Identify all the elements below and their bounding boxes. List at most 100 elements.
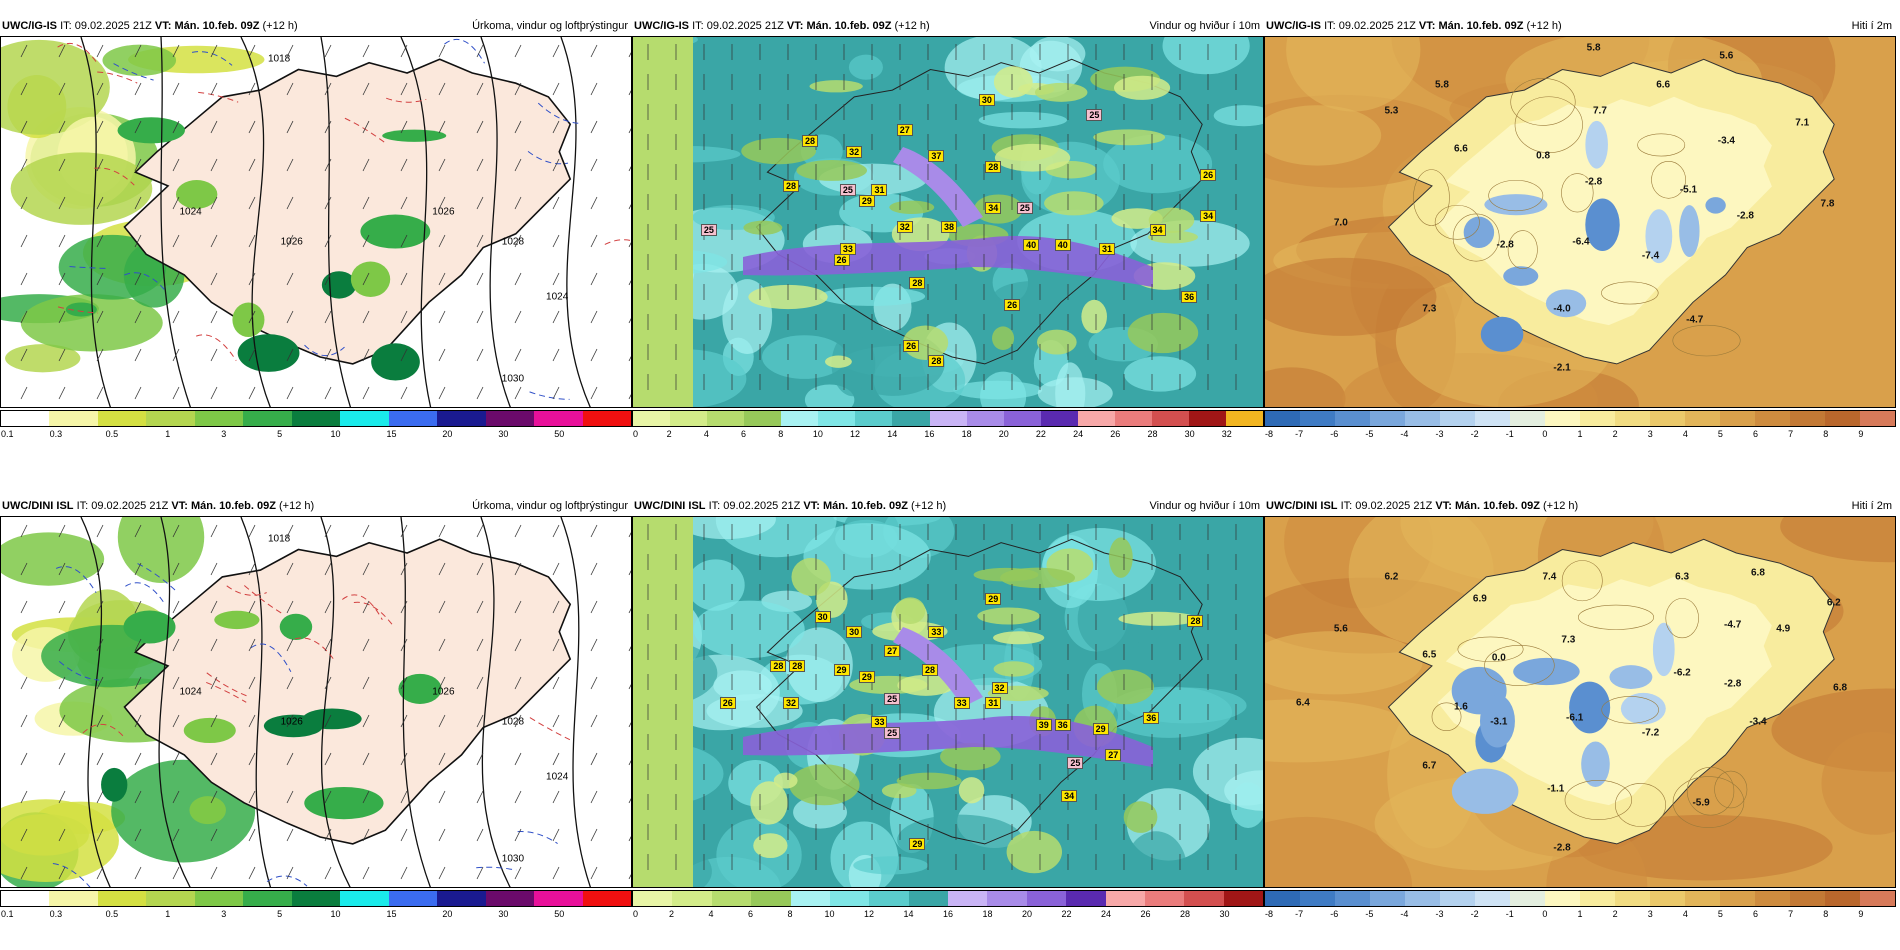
wind-barb [210,524,218,538]
wind-barb [286,158,294,172]
wind-speed-area [1096,669,1154,705]
vt-value: Mán. 10.feb. 09Z [174,20,260,32]
isobar [80,517,111,887]
wind-barb [324,44,332,58]
wind-barb [438,562,446,576]
colorbar-tick: 0.5 [105,909,119,919]
temperature-label: 0.0 [1491,652,1506,664]
run-info: UWC/IG-IS IT: 09.02.2025 21Z VT: Mán. 10… [1266,16,1562,36]
isobar [400,37,432,407]
colorbar-ticks: -8 -7 -6 -5 -4 -3 -2 -1 0 1 2 3 4 5 6 7 8 9 [1264,909,1896,923]
colorbar-swatch [1370,411,1405,426]
isotherm [1686,767,1735,816]
gust-label: 27 [1105,749,1122,762]
temperature-label: -1.1 [1547,783,1565,795]
panel-header: UWC/DINI ISL IT: 09.02.2025 21Z VT: Mán.… [632,496,1264,516]
lead-time: (+12 h) [911,500,947,512]
wind-barb [286,120,294,134]
wind-barb [362,600,370,614]
wind-barb [248,562,256,576]
isotherm [1514,96,1583,154]
colorbar-swatch [711,891,752,906]
precip-area [304,786,384,820]
isobar [320,37,352,407]
wind-speed-area [977,607,1040,625]
colorbar-tick: -7 [1295,909,1304,919]
precip-area [1,532,105,586]
wind-speed-area [762,335,847,379]
wind-speed-area [1093,129,1166,146]
wind-barb [476,524,484,538]
colorbar-tick: 18 [982,909,993,919]
colorbar-swatch [97,411,147,426]
colorbar: 0 2 4 6 8 10 12 14 16 18 20 22 24 26 28 30 [632,890,1264,928]
wind-barb [590,348,598,362]
wind-barb [58,790,66,804]
colorbar-tick: 1 [1577,909,1583,919]
isobar [80,37,112,407]
colorbar-swatch [485,891,535,906]
map-canvas [1,517,631,887]
cold-area [1479,694,1515,748]
colorbar-tick: 2 [1612,909,1618,919]
colorbar-tick: 28 [1147,429,1158,439]
wind-barb [20,638,28,652]
wind-barb [58,638,66,652]
temperature-label: 4.9 [1776,623,1791,635]
colorbar-tick: 1 [1577,429,1583,439]
wind-speed-area [896,772,962,790]
colorbar-swatch [49,891,98,906]
wind-barb [400,234,408,248]
wind-barb [172,828,180,842]
wind-barb [58,158,66,172]
colorbar-tick: 30 [1219,909,1230,919]
cold-area [1503,266,1539,286]
colorbar-tick: 5 [277,909,283,919]
colorbar-tick: -5 [1365,909,1374,919]
gust-label: 28 [789,659,806,672]
field-title: Úrkoma, vindur og loftþrýstingur [472,500,628,512]
isobar-label: 1026 [432,686,455,698]
wind-barb [210,158,218,172]
gust-label: 31 [985,697,1002,709]
gust-label: 26 [719,697,736,709]
wind-barb [362,866,370,880]
wind-barb [286,82,294,96]
wind-barb [20,82,28,96]
wind-barb [400,600,408,614]
wind-barb [514,562,522,576]
temperature-label: 0.8 [1536,150,1551,162]
precip-area [183,717,236,744]
wind-barb [210,638,218,652]
vt-label: VT: [171,500,188,512]
wind-barb [514,348,522,362]
colorbar-swatch [966,411,1004,426]
wind-barb [324,714,332,728]
isotherm [1434,204,1480,240]
colorbar-swatch [1440,891,1475,906]
map-canvas [1265,37,1895,407]
wind-barb [248,752,256,766]
colorbar-tick: 8 [1823,909,1829,919]
wind-barb [476,196,484,210]
wind-barb [552,676,560,690]
wind-speed-area [713,670,772,701]
colorbar-tick: 22 [1061,909,1072,919]
isobar-label: 1026 [432,206,455,218]
isotherm [1457,636,1524,662]
wind-barb [172,752,180,766]
wind-barb [628,722,631,728]
colorbar-swatch [1,891,50,906]
gust-label: 26 [1200,168,1217,181]
isotherm [97,71,138,84]
panel-ig-temp: UWC/IG-IS IT: 09.02.2025 21Z VT: Mán. 10… [1264,16,1896,462]
wind-speed-area [1108,537,1133,578]
cold-area [1569,681,1611,734]
colorbar-tick: 7 [1788,909,1794,919]
colorbar-swatch [1685,411,1720,426]
wind-barb [248,638,256,652]
wind-barb [134,600,142,614]
temperature-label: 6.6 [1656,79,1671,91]
forecast-map: 6.2 7.4 6.3 6.8 6.2 6.9 5.6 -4.7 4.9 7.3 6.5 0.0 -6.… [1264,516,1896,888]
gust-label: 32 [782,697,800,709]
